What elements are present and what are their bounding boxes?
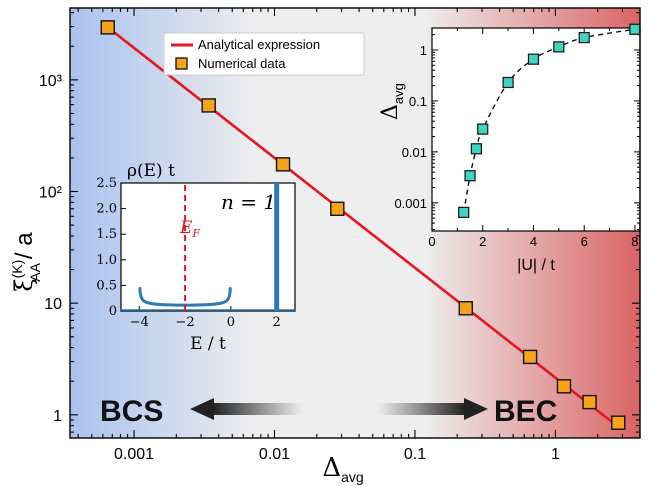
- inset-gap-xlabel: |U| / t: [517, 257, 555, 274]
- inset-dos-y-tick-label: 2.5: [96, 176, 117, 191]
- inset-gap-y-tick-label: 0.1: [409, 94, 427, 109]
- inset-dos-xlabel: E / t: [190, 334, 226, 354]
- fermi-energy-label-main: E: [179, 218, 193, 238]
- inset-gap-x-tick-label: 0: [428, 234, 435, 249]
- main-plot-frame: [69, 7, 641, 439]
- bcs-label: BCS: [100, 395, 163, 428]
- inset-gap-ylabel-sub: avg: [391, 83, 406, 104]
- inset-dos-x-tick-label: −4: [130, 315, 149, 330]
- main-x-tick-label: 0.001: [114, 446, 154, 463]
- inset-dos-y-tick-label: 0: [109, 304, 117, 319]
- numerical-data-point: [201, 98, 216, 113]
- inset-gap-ylabel: Δavg: [378, 83, 406, 120]
- main-y-tick-label: 10: [44, 296, 62, 313]
- legend-numerical-swatch: [175, 57, 188, 70]
- legend: Analytical expression Numerical data: [163, 32, 365, 76]
- inset-dos-y-tick-label: 2.0: [96, 202, 117, 217]
- numerical-data-point: [100, 20, 115, 35]
- inset-dos-y-tick-label: 1.5: [96, 227, 117, 242]
- inset-gap-data-point: [470, 143, 482, 155]
- main-y-tick-label: 10³: [39, 73, 63, 90]
- numerical-data-point: [458, 301, 473, 316]
- inset-gap-data-point: [502, 76, 514, 89]
- inset-dos-x-tick-label: 2: [273, 315, 281, 330]
- inset-dos-y-tick-label: 0.5: [96, 278, 117, 293]
- inset-dos-x-tick-label: −2: [176, 315, 195, 330]
- main-xlabel-main: Δ: [322, 453, 341, 483]
- fermi-energy-label-sub: F: [191, 227, 200, 240]
- inset-dos-annotation: n = 1: [221, 190, 276, 214]
- main-x-tick-label: 0.01: [259, 446, 290, 463]
- numerical-data-point: [275, 157, 291, 172]
- inset-gap-x-tick-label: 2: [479, 234, 486, 249]
- numerical-data-point: [522, 349, 538, 365]
- bec-label: BEC: [494, 395, 557, 428]
- inset-gap-x-tick-label: 8: [631, 234, 638, 249]
- inset-dos-plot: −4 −2 0 2 0 0.5 1.0 1.5 2.0 2.5: [96, 176, 295, 330]
- numerical-data-point: [556, 379, 572, 394]
- legend-box: [163, 32, 365, 76]
- inset-gap-data-point: [527, 53, 540, 65]
- main-ylabel: ξ(K) AA / a: [9, 232, 43, 292]
- inset-dos-ylabel: ρ(E) t: [127, 161, 175, 181]
- bcs-arrow-shaft: [212, 403, 302, 415]
- main-ylabel-sub: AA: [27, 262, 43, 281]
- legend-analytical-label: Analytical expression: [198, 37, 320, 52]
- inset-dos-plot-frame: [120, 182, 296, 312]
- inset-gap-data-point: [477, 123, 489, 135]
- bcs-arrow-head: [190, 398, 214, 420]
- numerical-data-point: [330, 201, 345, 216]
- inset-gap-y-tick-label: 0.001: [394, 196, 427, 211]
- main-ylabel-rest: / a: [11, 232, 38, 259]
- inset-gap-plot: 0 2 4 6 8 0.001 0.01 0.1 1: [394, 23, 641, 249]
- main-xlabel-sub: avg: [341, 469, 364, 485]
- inset-gap-x-tick-label: 4: [530, 234, 537, 249]
- inset-gap-data-point: [629, 23, 641, 35]
- inset-dos-x-tick-label: 0: [227, 315, 235, 330]
- main-ylabel-base: ξ: [10, 278, 38, 291]
- numerical-data-point: [582, 394, 597, 410]
- inset-gap-data-point: [553, 41, 565, 53]
- inset-gap-y-tick-label: 1: [420, 43, 427, 58]
- main-y-tick-label: 1: [53, 408, 62, 425]
- inset-gap-y-tick-label: 0.01: [402, 145, 427, 160]
- fermi-energy-label: EF: [179, 218, 200, 240]
- bec-arrow-shaft: [378, 403, 466, 415]
- main-y-tick-label: 10²: [39, 185, 63, 202]
- main-ylabel-sup: (K): [9, 260, 25, 279]
- inset-dos-y-tick-label: 1.0: [96, 253, 117, 268]
- main-series-layer: [100, 20, 626, 430]
- inset-gap-data-point: [578, 31, 590, 44]
- main-x-tick-label: 0.1: [404, 446, 426, 463]
- inset-gap-data-point: [464, 170, 476, 182]
- bec-arrow-head: [464, 398, 488, 420]
- inset-gap-data-point: [458, 206, 470, 218]
- main-xlabel: Δavg: [322, 453, 363, 485]
- legend-numerical-label: Numerical data: [198, 56, 286, 71]
- main-x-tick-label: 1: [551, 446, 560, 463]
- numerical-data-point: [611, 415, 626, 430]
- inset-gap-ylabel-main: Δ: [378, 104, 403, 120]
- inset-gap-x-tick-label: 6: [581, 234, 588, 249]
